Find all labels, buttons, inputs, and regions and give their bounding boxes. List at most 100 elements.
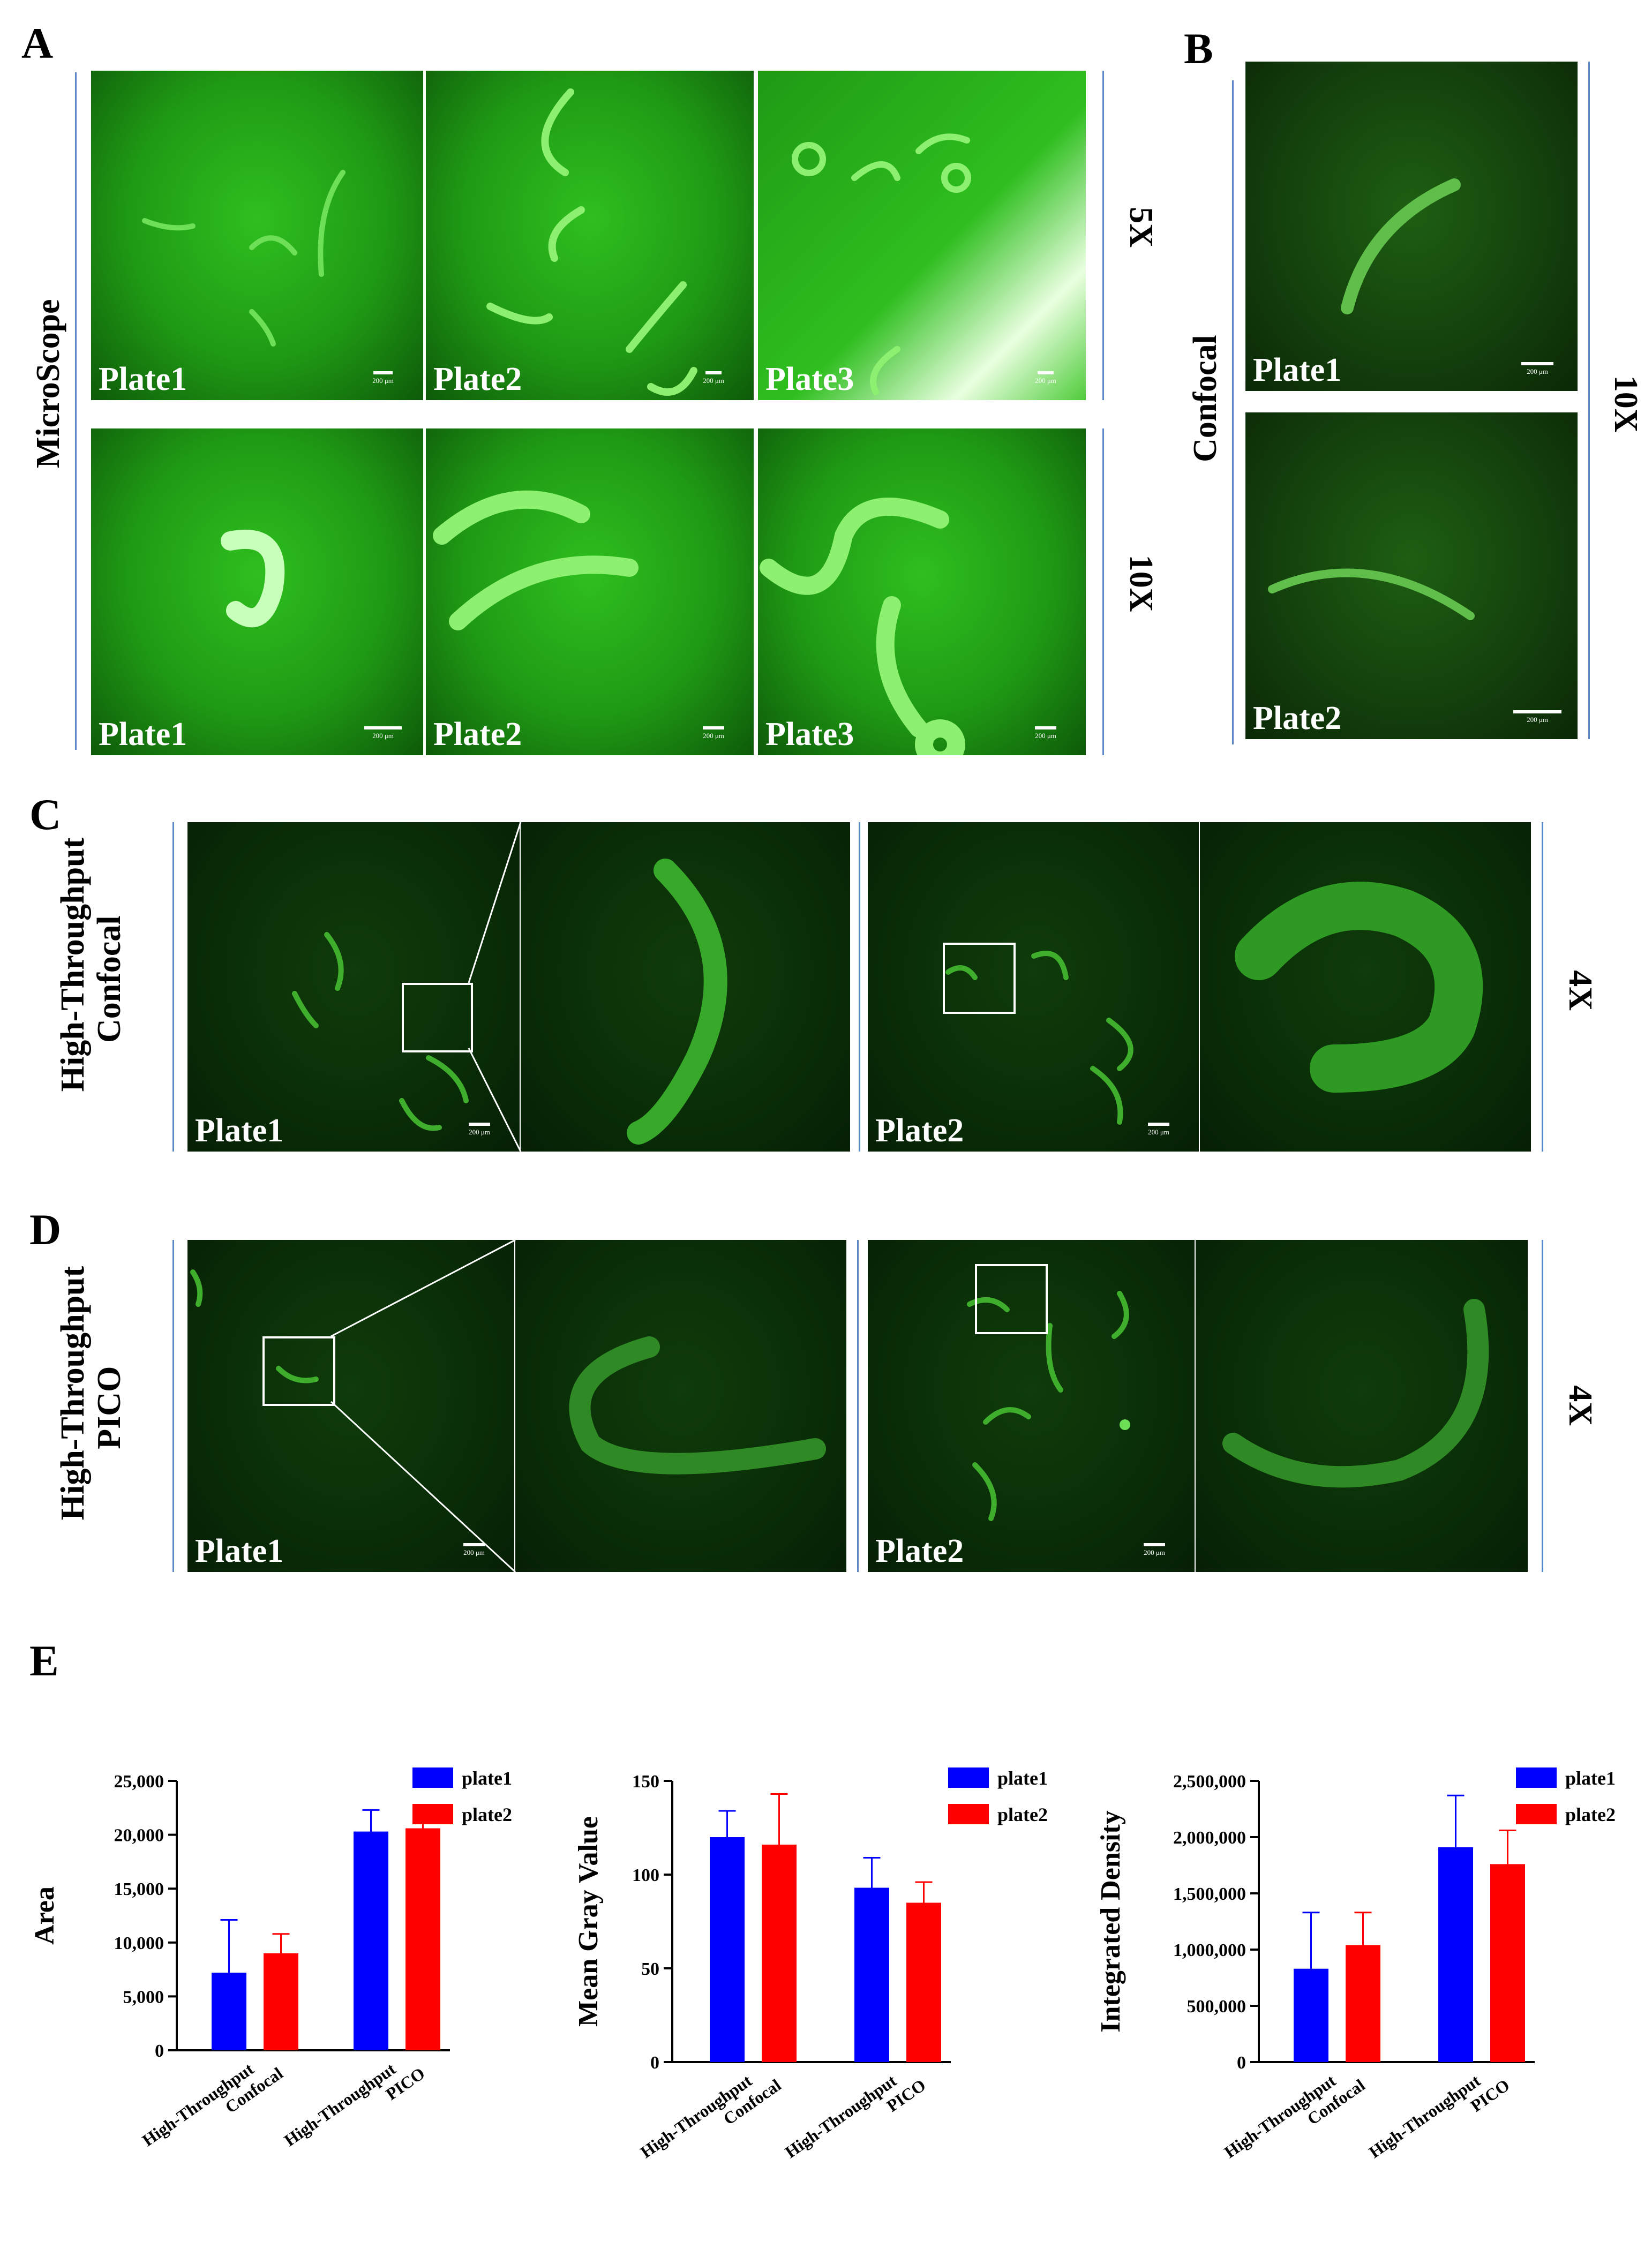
integrated-density-bar-chart: 0 500,000 1,000,000 1,500,000 2,000,000 2,500… <box>1098 1767 1616 2162</box>
plate-label: Plate3 <box>765 361 854 397</box>
worm-shapes <box>760 498 965 755</box>
plate-label: Plate1 <box>99 716 187 753</box>
y-tick-label: 0 <box>155 2041 164 2061</box>
plate-label: Plate1 <box>99 361 187 397</box>
legend-label: plate1 <box>997 1767 1048 1789</box>
worm-shapes <box>292 932 469 1131</box>
worm-shapes <box>1222 1299 1489 1488</box>
y-tick-label: 20,000 <box>114 1826 164 1846</box>
plate-label: Plate2 <box>433 716 522 753</box>
scale-bar: 200 μm <box>1135 1123 1183 1137</box>
area-bar-chart: 0 5,000 10,000 15,000 20,000 25,000 Area High-T… <box>29 1767 512 2150</box>
bar <box>762 1845 797 2062</box>
panel-d-plate1-zoom-image <box>515 1240 846 1572</box>
bar <box>1438 1847 1473 2062</box>
legend-label: plate2 <box>997 1804 1048 1825</box>
bar <box>854 1887 889 2062</box>
y-axis-label: Mean Gray Value <box>573 1816 604 2027</box>
y-tick-label: 25,000 <box>114 1772 164 1792</box>
plate-label: Plate2 <box>1253 700 1342 736</box>
panel-a-5x-plate1-image: Plate1 200 μm <box>91 71 423 400</box>
legend-swatch <box>1516 1804 1557 1824</box>
scale-text: 200 μm <box>1035 377 1056 385</box>
scale-text: 200 μm <box>1527 367 1548 375</box>
panel-a-10x-plate2-image: Plate2 200 μm <box>426 428 754 755</box>
y-tick-label: 1,500,000 <box>1173 1884 1246 1904</box>
panel-d-magnification: 4X <box>1562 1385 1599 1426</box>
worm-shapes <box>967 1291 1130 1521</box>
panel-d-plate1-image: Plate1 200 μm <box>187 1240 514 1572</box>
scale-bar: 200 μm <box>1513 362 1561 376</box>
scale-bar: 200 μm <box>689 726 738 740</box>
legend-swatch <box>948 1767 989 1788</box>
row-bracket <box>1102 71 1104 400</box>
legend-label: plate1 <box>462 1767 512 1789</box>
worm-shapes <box>221 529 285 628</box>
worm-shapes <box>569 1336 826 1475</box>
mean-gray-value-bar-chart: 0 50 100 150 Mean Gray Value High-ThroughputC… <box>573 1767 1048 2162</box>
legend-label: plate1 <box>1565 1767 1616 1789</box>
y-tick-label: 0 <box>650 2053 659 2073</box>
panel-b-bracket <box>1232 80 1234 744</box>
worm-shapes <box>1268 568 1475 620</box>
scale-text: 200 μm <box>469 1128 490 1136</box>
panel-letter-a: A <box>21 19 54 67</box>
bar <box>406 1828 440 2050</box>
scale-bar: 200 μm <box>455 1123 504 1137</box>
plate-label: Plate1 <box>195 1112 284 1149</box>
scale-text: 200 μm <box>703 377 724 385</box>
bar <box>264 1953 298 2050</box>
legend-swatch <box>948 1804 989 1824</box>
panel-b-right-bracket <box>1588 62 1590 739</box>
scale-text: 200 μm <box>1148 1128 1169 1136</box>
worm-shapes <box>142 170 346 347</box>
plate-label: Plate2 <box>433 361 522 397</box>
scale-text: 200 μm <box>372 732 394 740</box>
scale-text: 200 μm <box>372 377 394 385</box>
panel-letter-c: C <box>29 790 62 839</box>
panel-c-bracket <box>172 822 174 1152</box>
scale-text: 200 μm <box>1527 716 1548 724</box>
worm-shapes <box>486 88 697 396</box>
bar <box>1490 1864 1525 2062</box>
panel-letter-b: B <box>1184 24 1213 73</box>
worm-shapes <box>1341 178 1461 314</box>
bar <box>1294 1968 1328 2062</box>
y-tick-label: 500,000 <box>1187 1997 1246 2017</box>
y-tick-label: 1,000,000 <box>1173 1940 1246 1960</box>
panel-b-plate1-image: Plate1 200 μm <box>1245 62 1578 391</box>
legend-swatch <box>412 1804 453 1824</box>
scale-bar: 200 μm <box>689 371 738 385</box>
scale-text: 200 μm <box>1035 732 1056 740</box>
panel-a-5x-plate3-image: Plate3 200 μm <box>758 71 1086 400</box>
y-tick-label: 2,500,000 <box>1173 1772 1246 1792</box>
bar <box>906 1902 941 2062</box>
zoom-box <box>402 983 473 1052</box>
panel-d-bracket <box>172 1240 174 1572</box>
plate-label: Plate2 <box>875 1533 964 1569</box>
panel-d-plate2-zoom-image <box>1196 1240 1528 1572</box>
zoom-box <box>975 1264 1048 1334</box>
y-tick-label: 5,000 <box>123 1987 164 2007</box>
worm-shapes <box>627 859 727 1145</box>
scale-bar: 200 μm <box>1022 726 1070 740</box>
plate-label: Plate1 <box>1253 352 1342 388</box>
panel-c-divider <box>859 822 860 1152</box>
panel-c-plate1-image: Plate1 200 μm <box>187 822 520 1152</box>
plate-label: Plate1 <box>195 1533 284 1569</box>
bar <box>710 1837 745 2062</box>
x-tick-label-line1: High-Throughput <box>782 2071 900 2162</box>
worm-shapes <box>190 1269 319 1383</box>
panel-a-5x-plate2-image: Plate2 200 μm <box>426 71 754 400</box>
panel-c-plate2-zoom-image <box>1200 822 1531 1152</box>
x-tick-label-line1: High-Throughput <box>1365 2071 1484 2162</box>
scale-bar: 200 μm <box>359 726 407 740</box>
zoom-box <box>943 943 1016 1014</box>
row-bracket <box>1102 428 1104 755</box>
scale-bar: 200 μm <box>1130 1543 1178 1557</box>
bar <box>354 1831 388 2050</box>
